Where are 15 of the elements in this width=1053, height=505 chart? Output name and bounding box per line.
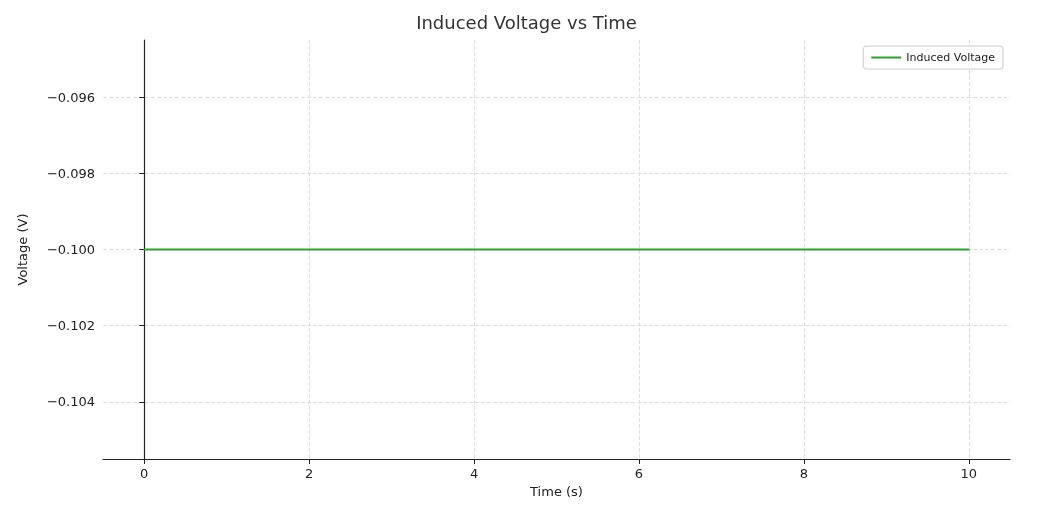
x-axis-title: Time (s) (529, 483, 583, 499)
y-tick-label: −0.102 (46, 318, 95, 334)
x-tick-label: 10 (960, 466, 978, 481)
y-tick-label: −0.104 (46, 394, 95, 410)
y-tick-label: −0.100 (46, 242, 95, 257)
x-tick-label: 4 (469, 466, 479, 481)
x-tick-label: 0 (140, 466, 149, 481)
y-axis-title: Voltage (V) (15, 213, 30, 286)
x-tick-label: 2 (305, 466, 314, 481)
y-tick-label: −0.096 (46, 89, 95, 105)
x-tick-label: 8 (799, 466, 808, 481)
x-tick-label: 6 (634, 466, 644, 481)
chart-title: Induced Voltage vs Time (416, 11, 637, 33)
y-tick-label: −0.098 (46, 165, 95, 181)
legend-label: Induced Voltage (906, 51, 996, 64)
